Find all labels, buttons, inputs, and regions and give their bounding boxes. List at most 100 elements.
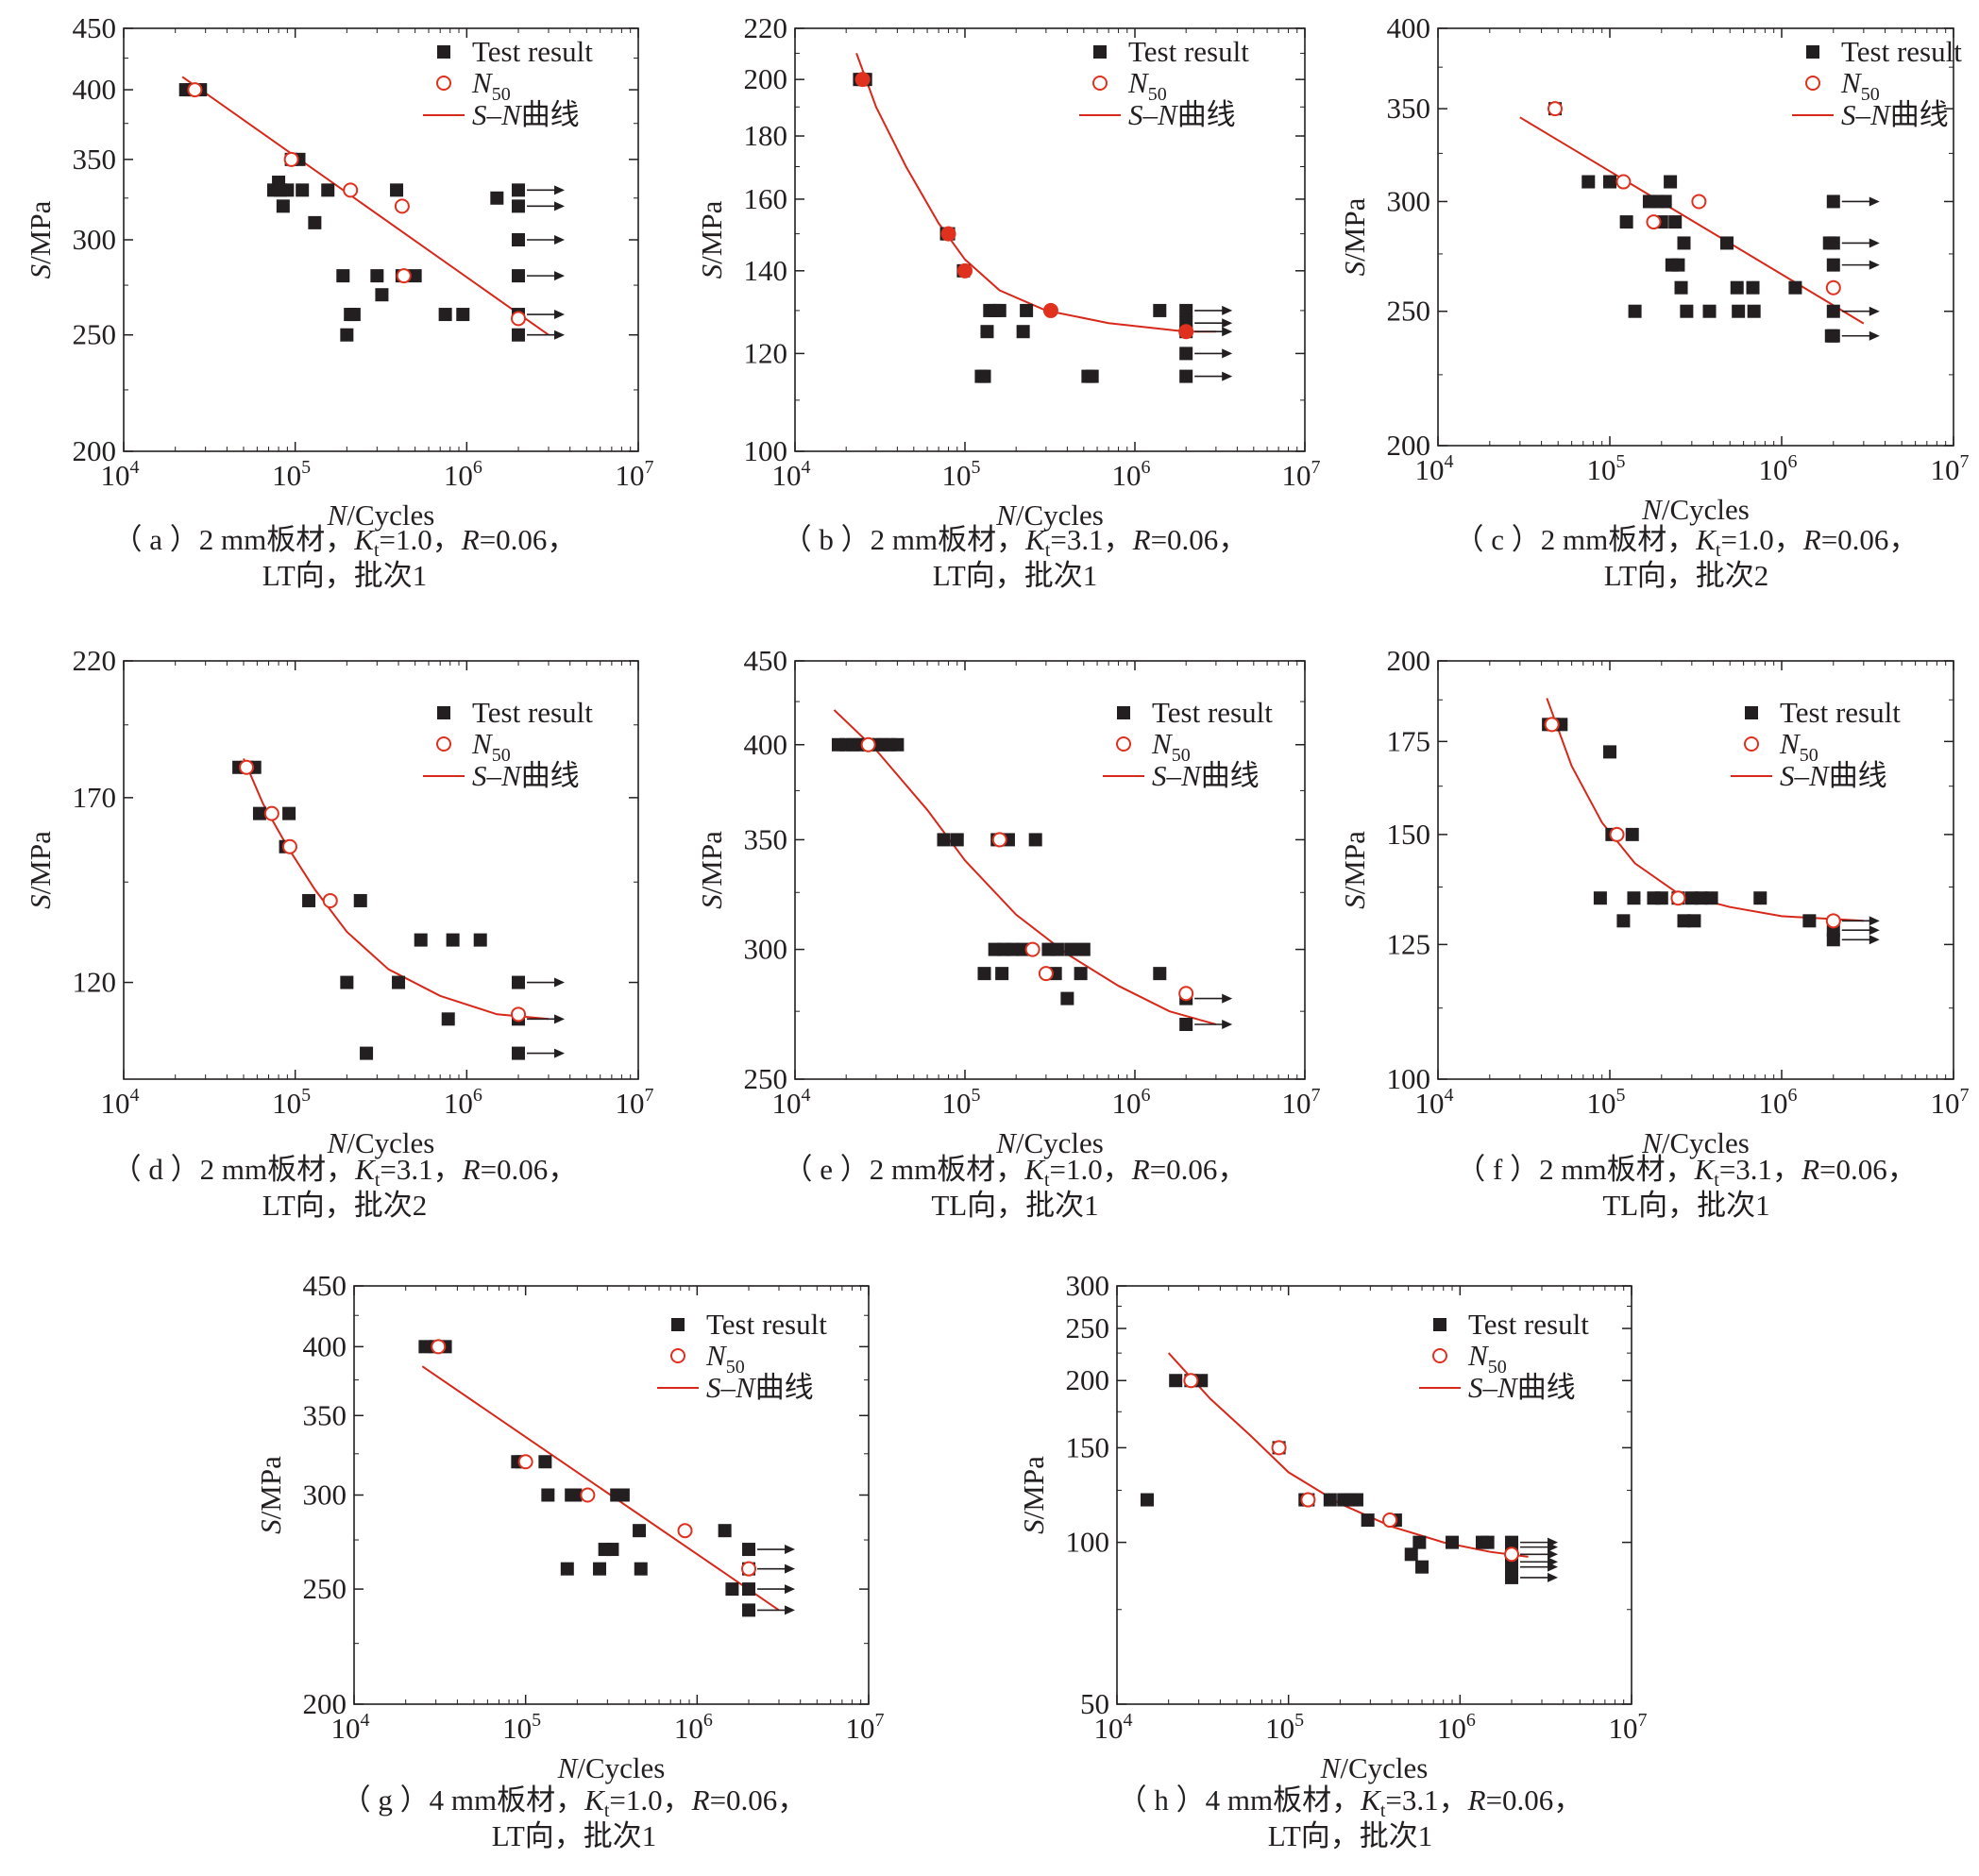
y-axis-label: S/MPa bbox=[1338, 197, 1371, 276]
test-result-point bbox=[538, 1455, 552, 1469]
y-axis-label: S/MPa bbox=[254, 1456, 287, 1534]
test-result-point bbox=[1505, 1570, 1519, 1584]
test-result-point bbox=[995, 967, 1009, 981]
n50-point bbox=[1183, 1373, 1199, 1389]
x-tick-label: 107 bbox=[1282, 1085, 1321, 1120]
runout-arrowhead bbox=[785, 1563, 796, 1574]
y-tick-label: 180 bbox=[744, 119, 788, 152]
n50-point bbox=[1178, 324, 1194, 340]
n50-point bbox=[741, 1561, 757, 1577]
test-result-point bbox=[1140, 1493, 1154, 1507]
test-result-point bbox=[1603, 175, 1616, 189]
x-tick-label: 104 bbox=[331, 1710, 370, 1745]
legend-curve-label: S–N曲线 bbox=[1468, 1371, 1576, 1404]
test-result-point bbox=[950, 833, 964, 847]
sn-curve-line bbox=[181, 76, 550, 336]
test-result-point bbox=[360, 1046, 374, 1060]
test-result-point bbox=[1412, 1535, 1427, 1549]
y-tick-label: 200 bbox=[1066, 1363, 1110, 1396]
legend-test-marker bbox=[1806, 45, 1819, 59]
x-tick-label: 106 bbox=[1112, 457, 1151, 492]
legend-n50-marker bbox=[1432, 1348, 1447, 1363]
legend-test-label: Test result bbox=[1128, 35, 1249, 68]
test-result-point bbox=[1747, 304, 1761, 318]
x-tick-label: 104 bbox=[772, 457, 811, 492]
y-tick-label: 450 bbox=[303, 1269, 347, 1302]
x-tick-label: 107 bbox=[1931, 1085, 1970, 1120]
runout-arrowhead bbox=[1869, 196, 1880, 207]
x-tick-label: 106 bbox=[1437, 1710, 1476, 1745]
x-axis-label: N/Cycles bbox=[1641, 493, 1750, 526]
n50-point bbox=[281, 838, 297, 854]
legend-curve-label: S–N曲线 bbox=[1152, 759, 1260, 792]
y-tick-label: 160 bbox=[744, 182, 788, 215]
runout-arrowhead bbox=[1869, 260, 1880, 270]
legend-n50-marker bbox=[1092, 76, 1108, 91]
legend-test-label: Test result bbox=[1780, 696, 1901, 729]
test-result-point bbox=[1446, 1535, 1460, 1549]
y-tick-label: 450 bbox=[744, 644, 788, 677]
test-result-point bbox=[370, 269, 384, 283]
x-tick-label: 106 bbox=[1112, 1085, 1151, 1120]
legend-n50-label: N50 bbox=[1779, 727, 1818, 766]
y-tick-label: 250 bbox=[1066, 1311, 1110, 1344]
test-result-point bbox=[441, 1012, 455, 1026]
test-result-point bbox=[390, 183, 404, 197]
y-tick-label: 350 bbox=[73, 143, 117, 176]
test-result-point bbox=[1593, 891, 1607, 905]
legend-test-marker bbox=[671, 1318, 685, 1331]
n50-point bbox=[580, 1487, 596, 1503]
n50-point bbox=[517, 1454, 533, 1470]
test-result-point bbox=[1628, 304, 1642, 318]
test-result-point bbox=[937, 833, 951, 847]
runout-arrowhead bbox=[1222, 1019, 1233, 1029]
x-tick-label: 105 bbox=[502, 1710, 541, 1745]
panel-caption-line2: LT向，批次1 bbox=[492, 1819, 657, 1852]
test-result-point bbox=[890, 737, 905, 752]
panel-h: 104 105 106 107 50 100 150 200 250 300 N/Cycles S/M… bbox=[1017, 1269, 1648, 1852]
n50-point bbox=[1825, 279, 1841, 296]
test-result-point bbox=[1702, 304, 1717, 318]
runout-arrowhead bbox=[554, 977, 566, 988]
n50-point bbox=[940, 226, 956, 242]
panel-caption-line1: （ g ）4 mm板材，Kt=1.0，R=0.06， bbox=[342, 1783, 807, 1821]
panel-caption-line1: （ b ）2 mm板材，Kt=3.1，R=0.06， bbox=[783, 523, 1248, 561]
x-tick-label: 105 bbox=[1587, 1085, 1626, 1120]
test-result-point bbox=[1020, 303, 1034, 317]
y-tick-label: 220 bbox=[73, 644, 117, 677]
x-tick-label: 107 bbox=[1609, 1710, 1648, 1745]
test-result-point bbox=[1179, 369, 1193, 383]
runout-arrowhead bbox=[1548, 1542, 1559, 1552]
x-tick-label: 105 bbox=[272, 457, 311, 492]
n50-point bbox=[1024, 941, 1040, 957]
n50-point bbox=[860, 736, 876, 752]
n50-point bbox=[1271, 1440, 1287, 1456]
test-result-point bbox=[1415, 1560, 1429, 1574]
plot-frame bbox=[123, 660, 639, 1080]
test-result-point bbox=[1582, 175, 1596, 189]
legend-n50-marker bbox=[436, 76, 451, 91]
panel-f: 104 105 106 107 100 125 150 175 200 N/Cycles S/MPa… bbox=[1338, 644, 1970, 1222]
test-result-point bbox=[560, 1562, 574, 1576]
runout-arrowhead bbox=[1548, 1549, 1559, 1560]
y-tick-label: 250 bbox=[744, 1062, 788, 1095]
runout-arrowhead bbox=[785, 1545, 796, 1555]
legend-curve-label: S–N曲线 bbox=[1780, 759, 1887, 792]
y-tick-label: 300 bbox=[744, 933, 788, 966]
plot-frame bbox=[1116, 1285, 1632, 1705]
test-result-point bbox=[634, 1562, 648, 1576]
test-result-point bbox=[1619, 215, 1633, 229]
test-result-point bbox=[512, 183, 526, 197]
legend-n50-label: N50 bbox=[1151, 727, 1191, 766]
y-tick-label: 140 bbox=[744, 254, 788, 287]
legend-n50-marker bbox=[1805, 76, 1820, 91]
test-result-point bbox=[296, 183, 310, 197]
y-tick-label: 400 bbox=[1387, 11, 1431, 44]
test-result-point bbox=[1153, 303, 1167, 317]
